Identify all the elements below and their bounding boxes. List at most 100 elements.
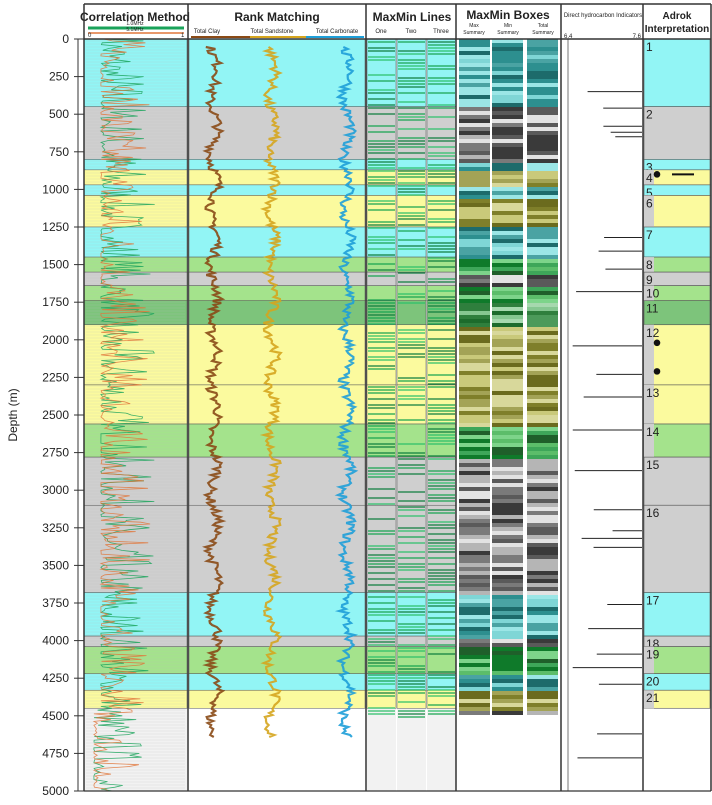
maxmin-box-cell xyxy=(492,99,523,103)
maxmin-box-cell xyxy=(492,563,523,567)
maxmin-box-cell xyxy=(527,379,558,383)
maxmin-box-cell xyxy=(492,655,523,659)
maxmin-box-cell xyxy=(527,171,558,175)
maxmin-box-cell xyxy=(492,503,523,507)
maxmin-box-cell xyxy=(527,371,558,375)
adrok-zone-label-17: 17 xyxy=(646,593,660,607)
rank-subtrack-label: Total Carbonate xyxy=(316,29,359,35)
maxmin-box-cell xyxy=(459,119,490,123)
maxmin-box-cell xyxy=(492,327,523,331)
maxmin-box-cell xyxy=(492,515,523,519)
maxmin-box-cell xyxy=(527,427,558,431)
maxmin-box-cell xyxy=(492,67,523,71)
maxmin-lines-subtrack-label: Two xyxy=(405,29,417,35)
maxmin-box-cell xyxy=(527,619,558,623)
hydrocarbon-marker xyxy=(653,339,661,347)
maxmin-box-cell xyxy=(527,287,558,291)
maxmin-box-cell xyxy=(527,555,558,559)
maxmin-box-cell xyxy=(492,147,523,151)
maxmin-box-cell xyxy=(527,535,558,539)
maxmin-box-cell xyxy=(459,567,490,571)
maxmin-box-cell xyxy=(492,387,523,391)
maxmin-box-cell xyxy=(527,415,558,419)
maxmin-lines-col1-zone-1 xyxy=(366,38,397,107)
maxmin-box-cell xyxy=(459,175,490,179)
maxmin-box-cell xyxy=(527,199,558,203)
maxmin-box-cell xyxy=(527,539,558,543)
maxmin-box-cell xyxy=(492,371,523,375)
adrok-zone-label-6: 6 xyxy=(646,196,653,210)
maxmin-box-cell xyxy=(459,627,490,631)
maxmin-box-cell xyxy=(492,107,523,111)
maxmin-box-cell xyxy=(459,287,490,291)
maxmin-box-cell xyxy=(459,199,490,203)
maxmin-box-cell xyxy=(492,91,523,95)
maxmin-box-cell xyxy=(527,347,558,351)
adrok-zone-14 xyxy=(643,423,711,458)
maxmin-box-cell xyxy=(527,587,558,591)
maxmin-box-cell xyxy=(527,471,558,475)
maxmin-box-cell xyxy=(527,71,558,75)
maxmin-box-cell xyxy=(527,211,558,215)
maxmin-box-cell xyxy=(459,359,490,363)
rank-zone-6 xyxy=(188,195,366,228)
maxmin-box-cell xyxy=(492,163,523,167)
dhi-scale-max: 7.6 xyxy=(633,34,642,40)
maxmin-box-cell xyxy=(492,667,523,671)
maxmin-box-cell xyxy=(492,499,523,503)
maxmin-box-cell xyxy=(459,343,490,347)
maxmin-box-cell xyxy=(459,295,490,299)
maxmin-box-cell xyxy=(459,563,490,567)
maxmin-box-cell xyxy=(527,223,558,227)
maxmin-box-cell xyxy=(459,39,490,43)
maxmin-box-cell xyxy=(492,167,523,171)
maxmin-box-cell xyxy=(459,163,490,167)
maxmin-box-cell xyxy=(492,135,523,139)
maxmin-box-cell xyxy=(527,335,558,339)
maxmin-box-cell xyxy=(527,155,558,159)
maxmin-box-cell xyxy=(492,43,523,47)
maxmin-box-cell xyxy=(459,339,490,343)
maxmin-box-cell xyxy=(492,455,523,459)
maxmin-box-cell xyxy=(527,419,558,423)
maxmin-box-cell xyxy=(459,155,490,159)
maxmin-box-cell xyxy=(459,579,490,583)
maxmin-box-cell xyxy=(527,343,558,347)
maxmin-box-cell xyxy=(459,303,490,307)
maxmin-box-cell xyxy=(527,675,558,679)
maxmin-box-cell xyxy=(527,111,558,115)
maxmin-box-cell xyxy=(492,283,523,287)
maxmin-box-cell xyxy=(459,415,490,419)
track-title-correlation: Correlation Method xyxy=(80,10,190,24)
maxmin-box-cell xyxy=(527,383,558,387)
maxmin-lines-col1-zone-17 xyxy=(366,592,397,637)
maxmin-boxes-track xyxy=(457,39,560,791)
maxmin-box-cell xyxy=(492,559,523,563)
maxmin-box-cell xyxy=(492,195,523,199)
adrok-zone-12 xyxy=(643,324,711,386)
maxmin-box-cell xyxy=(527,99,558,103)
maxmin-box-cell xyxy=(492,591,523,595)
maxmin-box-cell xyxy=(459,523,490,527)
maxmin-box-cell xyxy=(492,259,523,263)
maxmin-box-cell xyxy=(527,387,558,391)
maxmin-boxes-subtrack-label-2: Summary xyxy=(463,30,485,36)
maxmin-box-cell xyxy=(459,399,490,403)
maxmin-box-cell xyxy=(527,311,558,315)
maxmin-box-cell xyxy=(527,143,558,147)
maxmin-lines-col1-zone-20 xyxy=(366,673,397,691)
correlation-zone-18 xyxy=(83,635,188,647)
maxmin-box-cell xyxy=(492,415,523,419)
maxmin-box-cell xyxy=(527,507,558,511)
maxmin-box-cell xyxy=(527,267,558,271)
maxmin-box-cell xyxy=(492,139,523,143)
maxmin-box-cell xyxy=(527,435,558,439)
maxmin-box-cell xyxy=(492,191,523,195)
maxmin-box-cell xyxy=(459,695,490,699)
maxmin-box-cell xyxy=(459,587,490,591)
maxmin-box-cell xyxy=(459,411,490,415)
maxmin-box-cell xyxy=(492,611,523,615)
maxmin-box-cell xyxy=(527,431,558,435)
maxmin-box-cell xyxy=(492,303,523,307)
